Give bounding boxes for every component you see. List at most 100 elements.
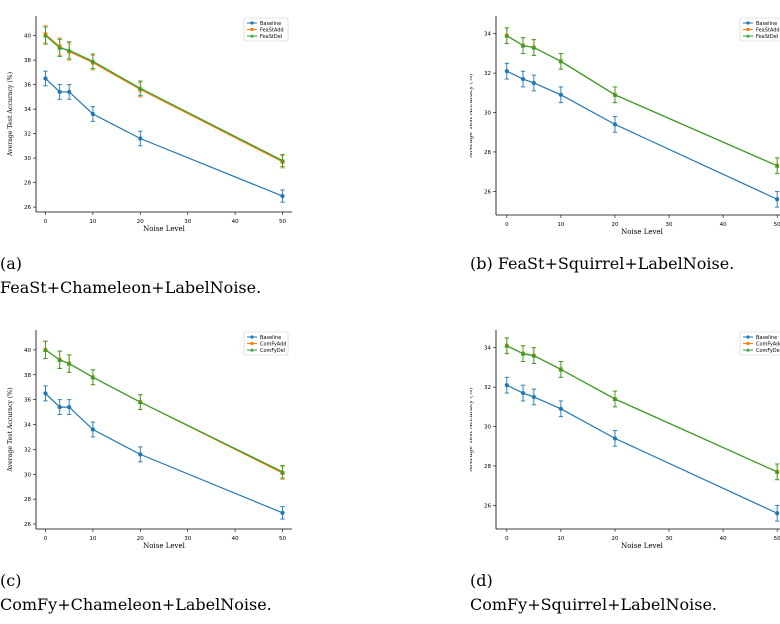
x-axis-label: Noise Level bbox=[143, 225, 185, 233]
data-point bbox=[57, 89, 62, 95]
data-point bbox=[138, 136, 143, 141]
legend-marker bbox=[250, 348, 254, 352]
y-tick-label: 30 bbox=[24, 156, 31, 162]
data-point bbox=[280, 469, 285, 474]
chart-d: 0 10 20 30 40 50 26 28 30 32 34 Noise Level Average … bbox=[470, 330, 780, 550]
legend-box bbox=[739, 331, 780, 356]
data-point bbox=[57, 357, 63, 362]
y-tick-label: 34 bbox=[24, 107, 31, 113]
panel-label-c: (c) bbox=[0, 571, 22, 590]
data-point bbox=[531, 44, 537, 50]
series-line bbox=[506, 35, 778, 167]
x-tick-label: 50 bbox=[774, 536, 780, 542]
series-line bbox=[506, 70, 778, 200]
data-point bbox=[520, 76, 526, 82]
y-tick-label: 30 bbox=[24, 472, 31, 478]
y-tick-label: 26 bbox=[24, 205, 31, 211]
data-point bbox=[775, 511, 780, 516]
data-point bbox=[90, 374, 96, 380]
y-tick-label: 28 bbox=[484, 150, 491, 156]
data-point bbox=[612, 396, 618, 401]
data-point bbox=[43, 76, 48, 81]
data-point bbox=[137, 85, 143, 91]
legend-marker bbox=[250, 335, 254, 339]
x-tick-label: 10 bbox=[89, 219, 96, 225]
x-tick-label: 0 bbox=[505, 536, 509, 542]
x-tick-label: 30 bbox=[666, 222, 673, 228]
y-axis-label: Average Test Accuracy (%) bbox=[7, 72, 14, 157]
series-line bbox=[506, 345, 778, 473]
y-axis-label: Average Test Accuracy (%) bbox=[470, 73, 474, 158]
y-tick-label: 30 bbox=[484, 111, 491, 117]
legend-label: ComFyDel bbox=[260, 348, 285, 354]
data-point bbox=[138, 452, 143, 457]
caption-c: ComFy+Chameleon+LabelNoise. bbox=[0, 595, 272, 614]
data-point bbox=[612, 436, 618, 441]
data-point bbox=[57, 45, 63, 50]
x-tick-label: 10 bbox=[89, 536, 96, 542]
y-tick-label: 38 bbox=[24, 373, 31, 379]
legend-marker bbox=[746, 335, 750, 339]
legend-marker bbox=[250, 21, 254, 25]
chart-b: 0 10 20 30 40 50 26 28 30 32 34 Noise Level Average … bbox=[470, 16, 780, 236]
chart-a: 0 10 20 30 40 50 26 28 30 32 34 36 38 40 Noise Level Av… bbox=[7, 16, 292, 233]
y-tick-label: 30 bbox=[484, 425, 491, 431]
y-tick-label: 28 bbox=[24, 181, 31, 187]
data-point bbox=[531, 394, 536, 400]
data-point bbox=[66, 360, 72, 366]
legend-marker bbox=[746, 342, 750, 345]
y-tick-label: 34 bbox=[484, 32, 491, 38]
chart-panel-b: 0 10 20 30 40 50 26 28 30 32 34 Noise Level Average … bbox=[470, 0, 780, 300]
x-tick-label: 10 bbox=[557, 222, 564, 228]
legend-box bbox=[243, 331, 289, 356]
y-tick-label: 32 bbox=[24, 132, 31, 138]
data-point bbox=[43, 347, 48, 352]
y-tick-label: 40 bbox=[24, 348, 31, 354]
chart-c: 0 10 20 30 40 50 26 28 30 32 34 36 38 40 Noise Level Av… bbox=[7, 330, 292, 550]
y-axis-label: Average Test Accuracy (%) bbox=[7, 387, 14, 472]
data-point bbox=[66, 47, 72, 53]
data-point bbox=[90, 58, 96, 64]
y-tick-label: 32 bbox=[24, 447, 31, 453]
data-point bbox=[558, 406, 563, 411]
y-tick-label: 26 bbox=[484, 503, 491, 509]
data-point bbox=[280, 157, 285, 163]
chart-panel-d: 0 10 20 30 40 50 26 28 30 32 34 Noise Level Average … bbox=[470, 312, 780, 624]
legend-label: Baseline bbox=[756, 335, 777, 341]
x-tick-label: 20 bbox=[137, 536, 144, 542]
legend-box bbox=[739, 17, 780, 42]
x-tick-label: 30 bbox=[666, 536, 673, 542]
x-tick-label: 40 bbox=[232, 536, 239, 542]
series-line bbox=[45, 35, 283, 162]
data-point bbox=[558, 366, 564, 372]
y-tick-label: 26 bbox=[24, 522, 31, 528]
x-tick-label: 40 bbox=[232, 219, 239, 225]
data-point bbox=[90, 427, 95, 432]
x-tick-label: 10 bbox=[557, 536, 564, 542]
data-point bbox=[612, 122, 618, 127]
y-tick-label: 36 bbox=[24, 398, 31, 404]
y-tick-label: 28 bbox=[484, 464, 491, 470]
legend-marker bbox=[250, 34, 254, 38]
data-point bbox=[43, 391, 48, 396]
caption-d: ComFy+Squirrel+LabelNoise. bbox=[470, 595, 718, 614]
series-line bbox=[45, 392, 283, 514]
panel-label-d: (d) bbox=[470, 571, 493, 590]
legend-label: FeaStAdd bbox=[260, 27, 284, 33]
panel-label-a: (a) bbox=[0, 254, 23, 273]
data-point bbox=[531, 80, 536, 86]
legend-label: ComFyAdd bbox=[260, 341, 286, 347]
y-axis-label: Average Test Accuracy (%) bbox=[470, 387, 474, 472]
x-tick-label: 50 bbox=[774, 222, 780, 228]
x-axis-label: Noise Level bbox=[143, 542, 185, 550]
y-tick-label: 32 bbox=[484, 71, 491, 77]
series-line bbox=[45, 349, 283, 473]
x-tick-label: 20 bbox=[611, 222, 618, 228]
data-point bbox=[280, 510, 285, 515]
y-tick-label: 34 bbox=[24, 423, 31, 429]
series-line bbox=[45, 78, 283, 197]
series-line bbox=[506, 345, 778, 473]
x-axis-label: Noise Level bbox=[621, 228, 663, 236]
x-tick-label: 40 bbox=[720, 222, 727, 228]
legend-label: Baseline bbox=[756, 21, 777, 27]
